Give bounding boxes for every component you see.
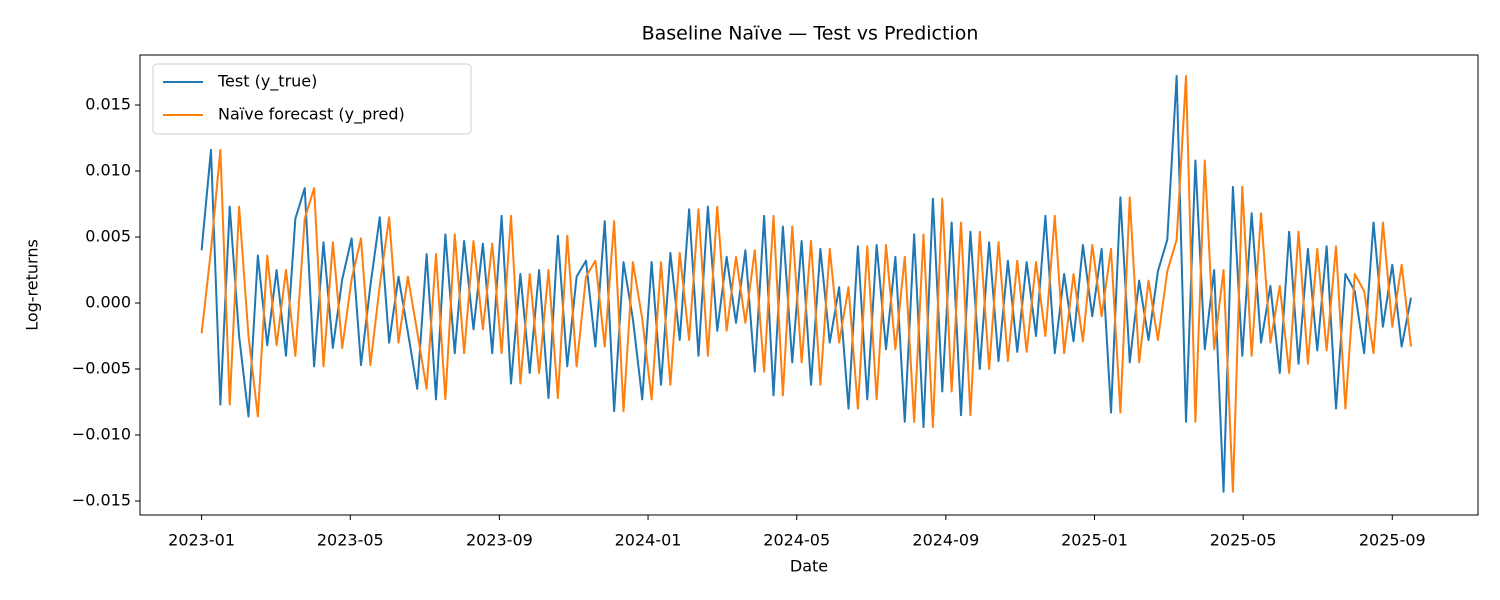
x-tick-label: 2023-09 xyxy=(466,531,533,550)
y-tick-label: −0.015 xyxy=(72,491,131,510)
x-tick-label: 2023-05 xyxy=(317,531,384,550)
x-tick-label: 2025-09 xyxy=(1359,531,1426,550)
x-tick-label: 2024-05 xyxy=(763,531,830,550)
y-tick-label: 0.010 xyxy=(85,161,131,180)
legend-label: Naïve forecast (y_pred) xyxy=(218,105,405,125)
y-tick-label: 0.005 xyxy=(85,227,131,246)
x-tick-label: 2024-01 xyxy=(615,531,682,550)
y-tick-label: −0.010 xyxy=(72,425,131,444)
y-tick-label: 0.015 xyxy=(85,95,131,114)
chart-title: Baseline Naïve — Test vs Prediction xyxy=(642,23,979,45)
plot-frame xyxy=(139,54,1479,516)
x-tick-label: 2023-01 xyxy=(168,531,235,550)
y-axis-label: Log-returns xyxy=(23,239,42,331)
x-axis-label: Date xyxy=(790,557,828,576)
legend-label: Test (y_true) xyxy=(217,72,317,92)
legend-box xyxy=(152,63,472,135)
y-tick-label: 0.000 xyxy=(85,293,131,312)
legend: Test (y_true) Naïve forecast (y_pred) xyxy=(152,63,472,135)
x-tick-label: 2025-01 xyxy=(1061,531,1128,550)
x-tick-label: 2024-09 xyxy=(912,531,979,550)
y-tick-label: −0.005 xyxy=(72,359,131,378)
line-series xyxy=(200,74,1413,493)
x-tick-label: 2025-05 xyxy=(1210,531,1277,550)
